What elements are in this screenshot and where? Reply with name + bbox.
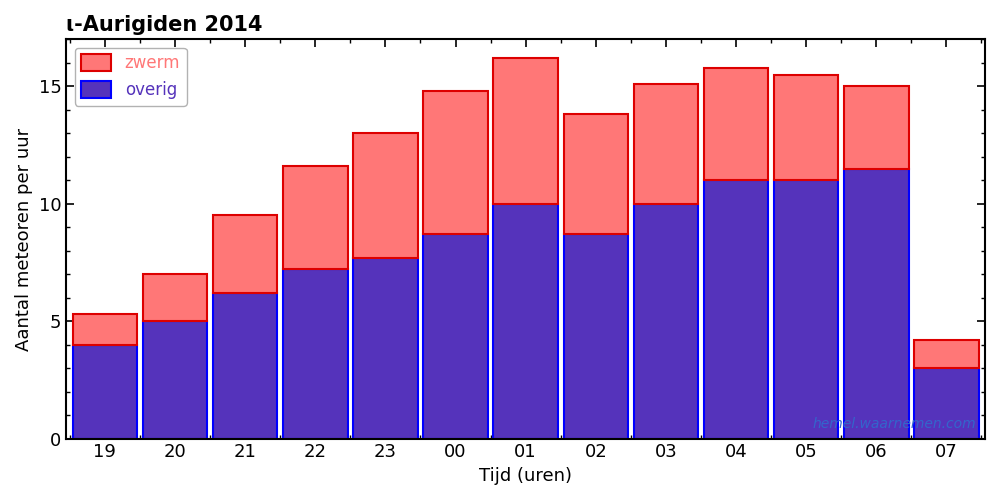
Bar: [73, 314, 137, 344]
Bar: [704, 68, 768, 180]
Bar: [564, 234, 628, 438]
Bar: [493, 204, 558, 438]
Bar: [914, 368, 979, 438]
Bar: [774, 74, 838, 180]
Bar: [353, 134, 418, 258]
Bar: [353, 258, 418, 438]
Bar: [844, 86, 909, 168]
Text: hemel.waarnemen.com: hemel.waarnemen.com: [812, 416, 976, 430]
Bar: [423, 91, 488, 234]
Bar: [213, 216, 277, 293]
Bar: [634, 204, 698, 438]
X-axis label: Tijd (uren): Tijd (uren): [479, 467, 572, 485]
Text: ι-Aurigiden 2014: ι-Aurigiden 2014: [66, 15, 263, 35]
Bar: [704, 180, 768, 438]
Bar: [143, 274, 207, 321]
Bar: [564, 114, 628, 234]
Bar: [774, 180, 838, 438]
Y-axis label: Aantal meteoren per uur: Aantal meteoren per uur: [15, 128, 33, 350]
Bar: [423, 234, 488, 438]
Bar: [73, 344, 137, 438]
Bar: [844, 168, 909, 438]
Bar: [143, 321, 207, 438]
Bar: [213, 293, 277, 438]
Legend: zwerm, overig: zwerm, overig: [75, 48, 187, 106]
Bar: [493, 58, 558, 204]
Bar: [634, 84, 698, 204]
Bar: [914, 340, 979, 368]
Bar: [283, 270, 348, 438]
Bar: [283, 166, 348, 270]
